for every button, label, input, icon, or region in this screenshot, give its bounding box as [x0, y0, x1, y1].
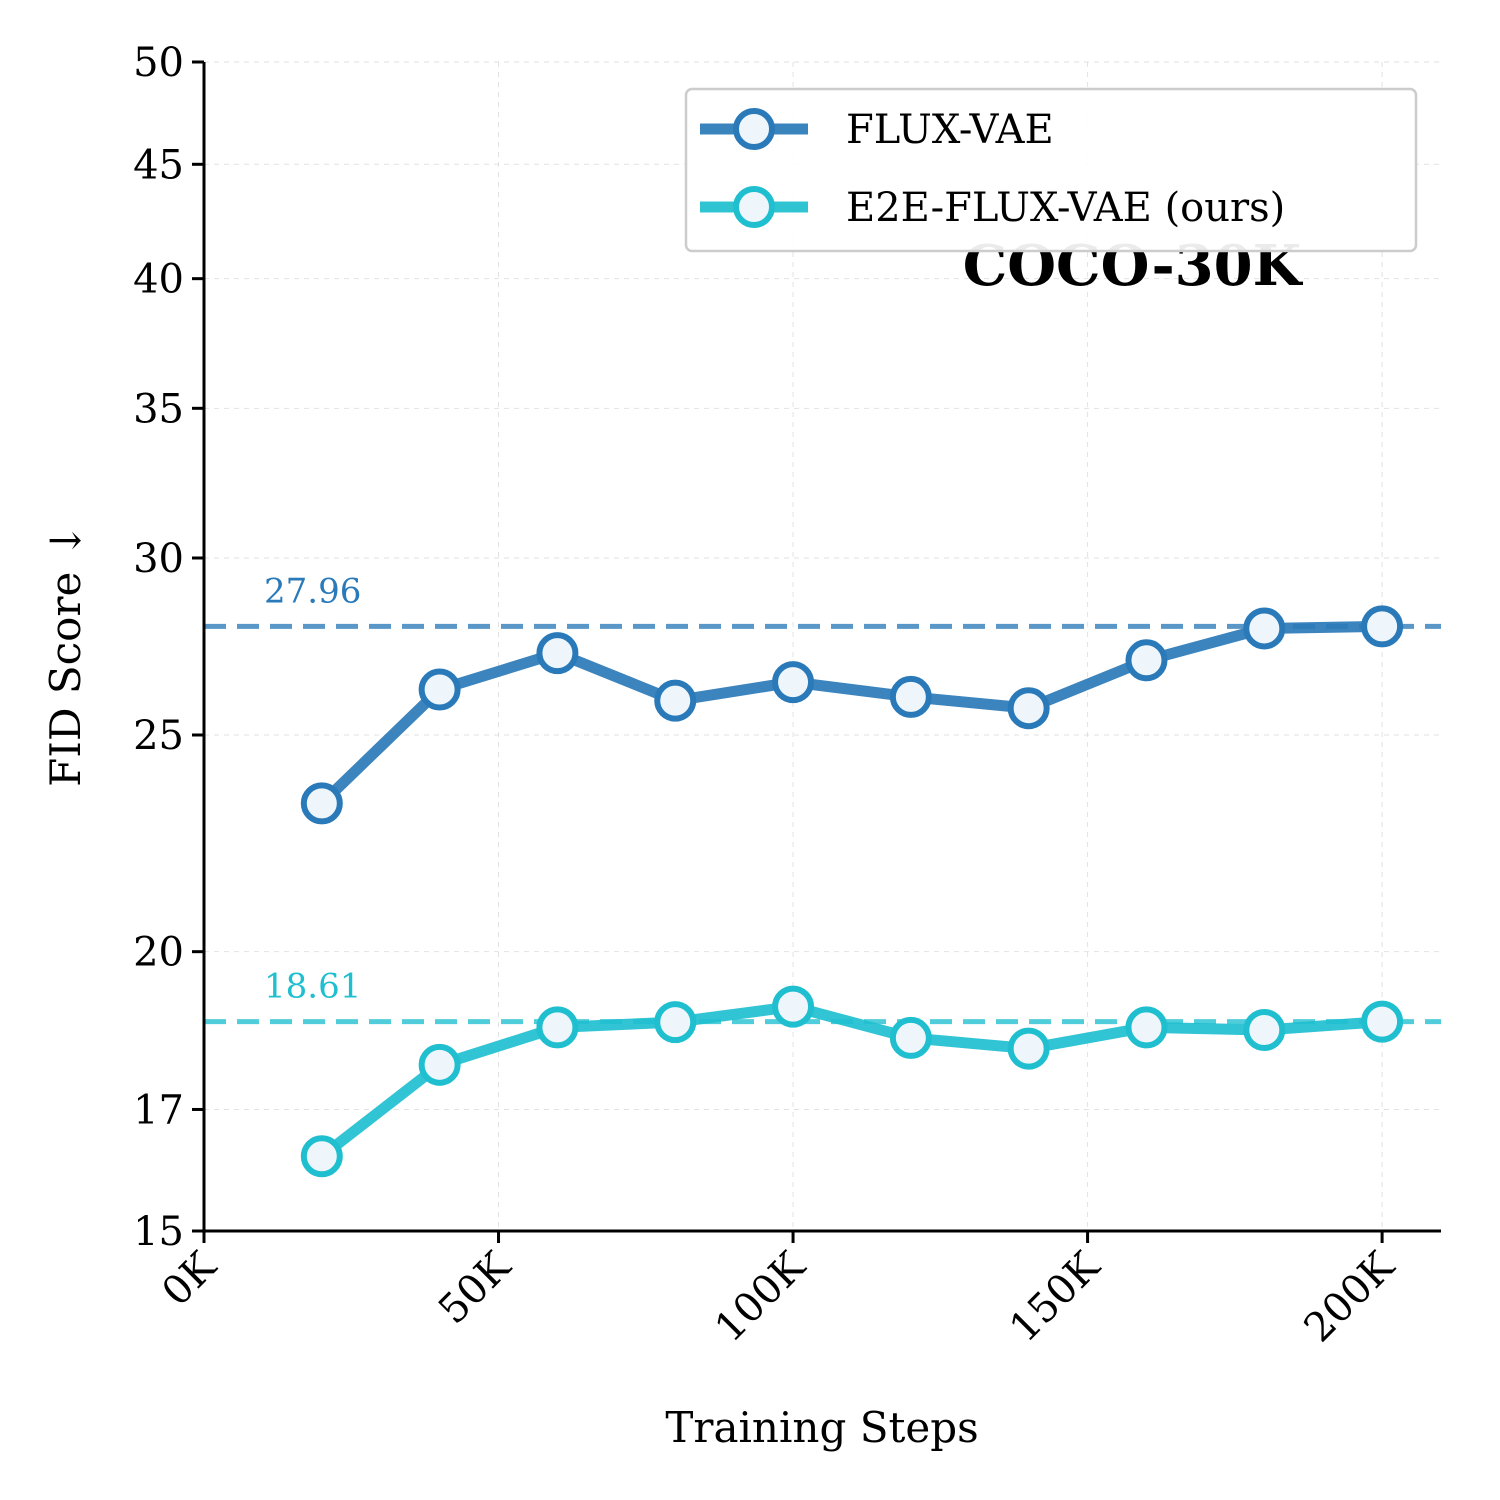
- reference-label: 27.96: [264, 571, 361, 611]
- series-line: [316, 1001, 1388, 1162]
- y-tick-label: 20: [133, 930, 184, 976]
- data-point: [418, 1043, 461, 1086]
- legend: FLUX-VAE E2E-FLUX-VAE (ours): [684, 87, 1418, 253]
- series: [300, 605, 1404, 1178]
- data-point: [536, 632, 579, 675]
- data-point: [772, 661, 815, 704]
- series-line: [316, 620, 1388, 809]
- x-tick-label: 150K: [1001, 1243, 1109, 1351]
- y-tick-label: 35: [133, 386, 184, 432]
- y-tick-label: 17: [133, 1087, 184, 1133]
- x-tick-label: 200K: [1296, 1243, 1404, 1351]
- x-tick-label: 50K: [430, 1243, 520, 1333]
- data-point: [536, 1006, 579, 1049]
- data-point: [1243, 1008, 1286, 1051]
- x-axis-title: Training Steps: [665, 1403, 978, 1452]
- y-axis-title: FID Score ↓: [41, 523, 90, 787]
- y-tick-label: 50: [133, 40, 184, 86]
- y-tick-label: 30: [133, 536, 184, 582]
- y-tick-label: 15: [133, 1209, 184, 1255]
- data-point: [300, 1135, 343, 1178]
- data-point: [1361, 605, 1404, 648]
- data-point: [418, 668, 461, 711]
- data-point: [889, 1016, 932, 1059]
- data-point: [1007, 1027, 1050, 1070]
- data-point: [772, 985, 815, 1028]
- x-tick-label: 100K: [706, 1243, 814, 1351]
- y-tick-label: 25: [133, 713, 184, 759]
- data-point: [1361, 1000, 1404, 1043]
- y-tick-label: 45: [133, 142, 184, 188]
- legend-marker: [733, 186, 775, 228]
- legend-label: E2E-FLUX-VAE (ours): [846, 185, 1285, 231]
- data-point: [1007, 687, 1050, 730]
- data-point: [654, 679, 697, 722]
- data-point: [300, 782, 343, 825]
- legend-box: [684, 87, 1418, 253]
- data-point: [1243, 607, 1286, 650]
- y-tick-label: 40: [133, 257, 184, 303]
- data-point: [1125, 639, 1168, 682]
- data-point: [654, 1001, 697, 1044]
- data-point: [889, 675, 932, 718]
- legend-marker: [733, 108, 775, 150]
- reference-label: 18.61: [264, 967, 361, 1007]
- data-point: [1125, 1006, 1168, 1049]
- legend-label: FLUX-VAE: [846, 107, 1054, 153]
- reference-lines: 27.96 18.61: [204, 571, 1441, 1025]
